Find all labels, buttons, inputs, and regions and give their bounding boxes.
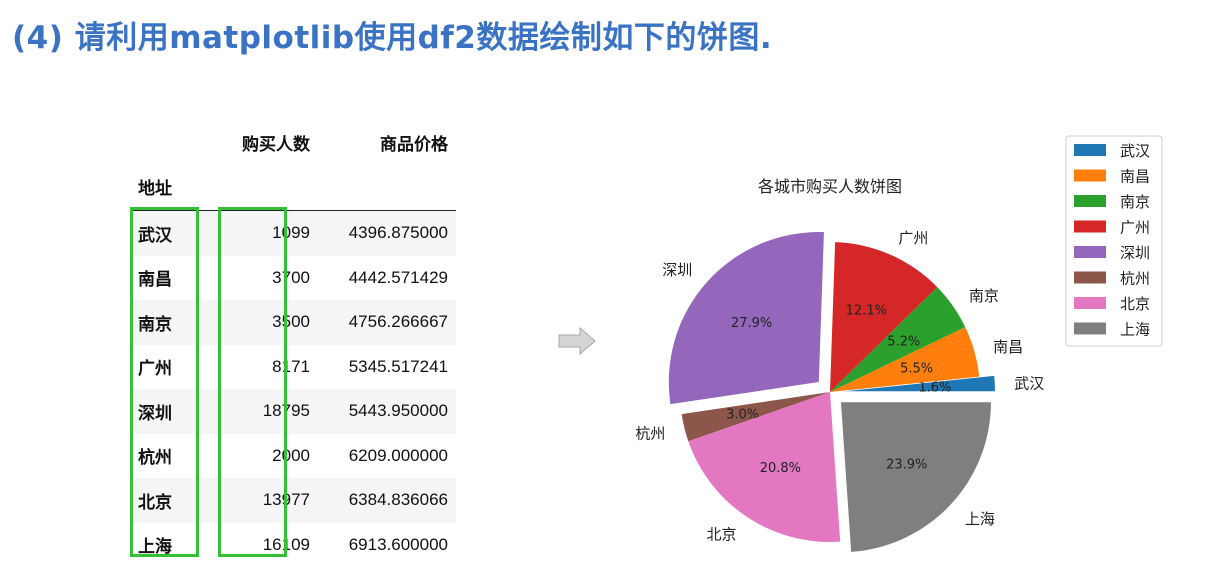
row-price-cell: 6913.600000 [348,534,448,554]
page-heading: (4) 请利用matplotlib使用df2数据绘制如下的饼图. [12,20,773,56]
legend-entry: 武汉 [1120,142,1150,160]
slice-percent-label: 27.9% [731,316,772,331]
slice-category-label: 北京 [707,525,737,543]
slice-percent-label: 1.6% [918,381,951,396]
pie-slice-8 [840,402,991,552]
chart-title: 各城市购买人数饼图 [758,177,902,196]
row-price-cell: 5345.517241 [348,356,448,376]
row-city-cell: 北京 [138,492,172,512]
slice-category-label: 上海 [965,510,995,528]
legend-swatch [1074,220,1106,233]
dataframe-table: 购买人数 商品价格 地址 武汉 1099 4396.875000 南昌 3700 4442… [130,122,456,567]
row-count-cell: 1099 [272,223,310,243]
column-header-price: 商品价格 [380,134,448,154]
row-city-cell: 南昌 [138,270,172,290]
legend-entry: 广州 [1120,219,1150,237]
legend-entry: 深圳 [1120,244,1150,262]
column-header-row: 购买人数 商品价格 [130,122,456,162]
row-price-cell: 4396.875000 [348,223,448,243]
pie-slice-3 [830,287,966,392]
highlight-box-city-column [130,207,199,557]
legend-entry: 上海 [1120,321,1150,339]
slice-category-label: 杭州 [635,425,665,443]
table-row: 南京 3500 4756.266667 [130,300,456,345]
row-city-cell: 杭州 [138,448,172,468]
legend-swatch [1074,169,1106,182]
row-city-cell: 南京 [138,314,172,334]
legend-entry: 北京 [1120,295,1150,313]
table-row: 武汉 1099 4396.875000 [130,210,456,256]
slice-percent-label: 3.0% [726,408,759,423]
legend-entry: 南京 [1120,193,1150,211]
row-city-cell: 上海 [138,537,172,557]
highlight-box-count-column [218,207,287,557]
pie-slice-4 [830,242,938,392]
slice-percent-label: 5.5% [900,362,933,377]
pie-slice-2 [830,327,980,392]
table-body: 武汉 1099 4396.875000 南昌 3700 4442.571429 南京 3500… [130,210,456,568]
slice-percent-label: 20.8% [760,461,801,476]
legend-swatch [1074,144,1106,156]
legend-entry: 南昌 [1120,168,1150,186]
row-city-cell: 深圳 [138,403,172,423]
pie-slice-1 [844,375,995,392]
legend-entry: 杭州 [1120,270,1150,288]
legend-swatch [1074,195,1106,207]
slice-category-label: 广州 [898,229,928,247]
index-name-cell: 地址 [138,178,172,198]
blank-header-cell [218,162,318,211]
pie-chart: 各城市购买人数饼图 1.6% 武汉 5.5% 南昌 5.2% 南京 12.1% 广州 27.9%… [635,135,1163,552]
slice-category-label: 武汉 [1014,375,1044,393]
table-row: 广州 8171 5345.517241 [130,345,456,390]
row-count-cell: 3700 [272,267,310,287]
index-name-row: 地址 [130,162,456,211]
table-row: 深圳 18795 5443.950000 [130,389,456,434]
row-price-cell: 5443.950000 [348,401,448,421]
legend-swatch [1074,271,1106,284]
pie-slice-7 [688,392,841,542]
legend-swatch [1074,246,1106,258]
right-arrow-icon [558,326,596,356]
pie-slice-5 [668,232,824,405]
row-city-cell: 武汉 [138,225,172,245]
legend-swatch [1074,297,1106,309]
slice-category-label: 南京 [969,287,999,305]
column-header-count: 购买人数 [242,134,310,154]
row-price-cell: 6384.836066 [348,490,448,510]
pie-slice-6 [681,392,830,442]
slice-category-label: 南昌 [993,338,1023,356]
slice-percent-label: 23.9% [886,458,927,473]
row-price-cell: 6209.000000 [348,445,448,465]
slice-percent-label: 12.1% [846,304,887,319]
row-city-cell: 广州 [138,359,172,379]
blank-header-cell [318,162,456,211]
table-row: 杭州 2000 6209.000000 [130,434,456,479]
slice-category-label: 深圳 [662,261,692,279]
blank-header-cell [130,122,218,162]
row-price-cell: 4442.571429 [348,267,448,287]
table-row: 北京 13977 6384.836066 [130,478,456,523]
row-price-cell: 4756.266667 [348,312,448,332]
pie-slices: 1.6% 武汉 5.5% 南昌 5.2% 南京 12.1% 广州 27.9% 深圳 3.0% 杭州 20… [635,229,1044,552]
row-count-cell: 8171 [272,356,310,376]
row-count-cell: 3500 [272,312,310,332]
legend-swatch [1074,322,1106,335]
table-row: 南昌 3700 4442.571429 [130,256,456,301]
legend-frame [1065,135,1163,347]
slice-percent-label: 5.2% [887,334,920,349]
row-count-cell: 2000 [272,445,310,465]
